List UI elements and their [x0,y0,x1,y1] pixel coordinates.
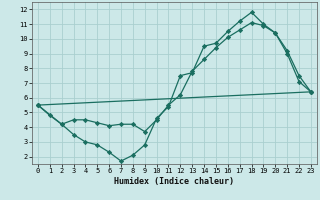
X-axis label: Humidex (Indice chaleur): Humidex (Indice chaleur) [115,177,234,186]
